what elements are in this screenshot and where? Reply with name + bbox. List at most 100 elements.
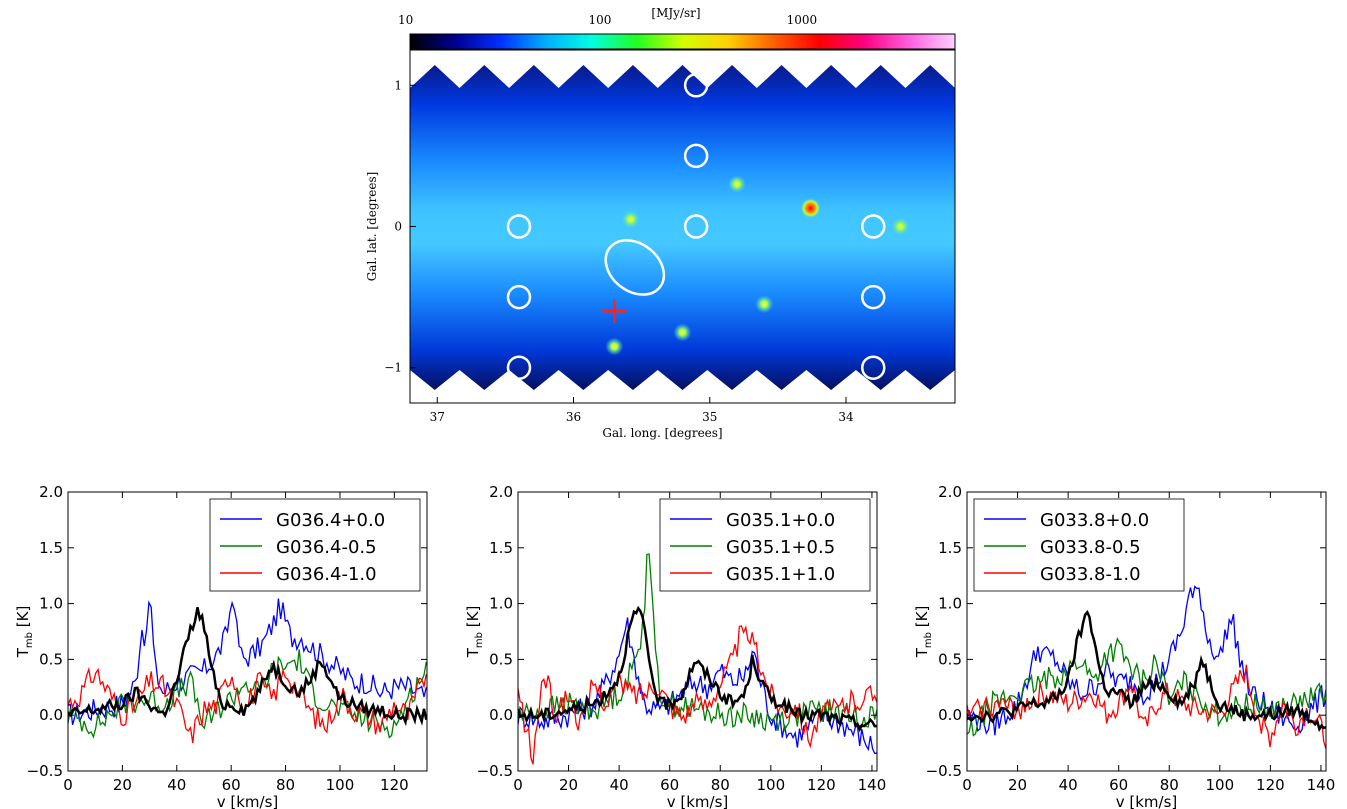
series-line bbox=[967, 610, 1326, 733]
y-axis-label-text: Tmb [K] bbox=[913, 606, 934, 659]
y-tick-label: −0.5 bbox=[477, 762, 513, 780]
bright-source bbox=[728, 175, 746, 194]
plot-frame bbox=[517, 491, 878, 772]
legend-label: G035.1+0.5 bbox=[726, 537, 835, 558]
x-tick-label: 80 bbox=[711, 776, 730, 794]
colorbar-unit: [MJy/sr] bbox=[651, 6, 700, 20]
map-x-tick-label: 35 bbox=[702, 410, 717, 424]
galactic-map: 37 36 35 34 1 0 −1 Gal. long. [degrees] Gal. lat… bbox=[365, 49, 956, 440]
map-x-tick-label: 36 bbox=[566, 410, 581, 424]
x-tick-label: 120 bbox=[1256, 776, 1285, 794]
colorbar-strip bbox=[409, 33, 956, 50]
position-circle bbox=[861, 355, 886, 380]
legend-box bbox=[659, 498, 871, 592]
y-axis-symbol: T bbox=[464, 647, 482, 658]
map-axes: 37 36 35 34 1 0 −1 Gal. long. [degrees] Gal. lat… bbox=[365, 78, 854, 440]
x-tick-label: 140 bbox=[858, 776, 887, 794]
y-axis-unit: [K] bbox=[14, 606, 32, 632]
colorbar-tick-label: 100 bbox=[588, 13, 611, 27]
source-cross bbox=[602, 299, 627, 324]
y-axis-label-text: Tmb [K] bbox=[14, 606, 35, 659]
y-axis-symbol: T bbox=[913, 647, 931, 658]
map-y-tick-label: −1 bbox=[384, 361, 402, 375]
y-tick-label: 1.5 bbox=[39, 539, 63, 557]
x-tick-label: 120 bbox=[807, 776, 836, 794]
y-axis-label: Tmb [K] bbox=[464, 606, 485, 659]
bright-source bbox=[605, 337, 624, 356]
y-axis-unit: [K] bbox=[913, 606, 931, 632]
y-tick-label: 0.0 bbox=[489, 706, 513, 724]
spectrum-lines bbox=[68, 598, 427, 744]
y-axis-subscript: mb bbox=[923, 632, 934, 648]
x-tick-label: 0 bbox=[513, 776, 523, 794]
position-circle bbox=[506, 284, 532, 310]
y-tick-label: 1.5 bbox=[938, 539, 962, 557]
bright-source bbox=[800, 198, 821, 219]
x-tick-label: 20 bbox=[1008, 776, 1027, 794]
y-tick-label: 1.0 bbox=[489, 595, 513, 613]
x-axis-label: v [km/s] bbox=[1116, 793, 1178, 809]
series-line bbox=[967, 585, 1326, 736]
legend: G036.4+0.0 G036.4-0.5 G036.4-1.0 bbox=[209, 498, 421, 592]
y-tick-label: 1.0 bbox=[938, 595, 962, 613]
x-tick-label: 80 bbox=[1160, 776, 1179, 794]
map-y-axis-label: Gal. lat. [degrees] bbox=[365, 172, 379, 282]
series-line bbox=[518, 625, 877, 765]
legend-label: G036.4-0.5 bbox=[276, 537, 377, 558]
spectrum-panel: 0 20 40 60 80 100 120 −0.5 0.0 0.5 1.0 1.5 2.0 v [km/… bbox=[14, 483, 428, 809]
map-y-tick-label: 0 bbox=[394, 220, 402, 234]
x-tick-label: 40 bbox=[167, 776, 186, 794]
plot-frame bbox=[966, 491, 1327, 772]
x-tick-label: 80 bbox=[276, 776, 295, 794]
x-tick-label: 20 bbox=[113, 776, 132, 794]
plot-frame bbox=[67, 491, 428, 772]
y-tick-label: 0.0 bbox=[938, 706, 962, 724]
y-tick-label: −0.5 bbox=[27, 762, 63, 780]
x-tick-label: 100 bbox=[326, 776, 355, 794]
x-tick-label: 40 bbox=[1059, 776, 1078, 794]
x-tick-label: 40 bbox=[610, 776, 629, 794]
y-axis-subscript: mb bbox=[24, 632, 35, 648]
legend-label: G036.4+0.0 bbox=[276, 510, 385, 531]
map-x-tick-label: 34 bbox=[838, 410, 854, 424]
spectra-panels: 0 20 40 60 80 100 120 −0.5 0.0 0.5 1.0 1.5 2.0 v [km/… bbox=[14, 483, 1335, 809]
y-tick-label: 2.0 bbox=[39, 483, 63, 501]
position-circle bbox=[506, 214, 532, 239]
y-axis-label-text: Tmb [K] bbox=[464, 606, 485, 659]
spectrum-lines bbox=[518, 553, 877, 765]
legend-label: G035.1+1.0 bbox=[726, 564, 835, 585]
map-y-tick-label: 1 bbox=[394, 78, 402, 92]
y-tick-label: −0.5 bbox=[926, 762, 962, 780]
legend-box bbox=[973, 498, 1185, 592]
series-line bbox=[518, 605, 877, 733]
colorbar-tick-label: 1000 bbox=[787, 13, 818, 27]
x-tick-label: 20 bbox=[559, 776, 578, 794]
legend-label: G035.1+0.0 bbox=[726, 510, 835, 531]
legend-label: G033.8-1.0 bbox=[1040, 564, 1141, 585]
position-circle bbox=[683, 214, 709, 239]
colorbar: 10 100 1000 [MJy/sr] bbox=[398, 6, 956, 50]
x-tick-label: 0 bbox=[63, 776, 73, 794]
position-circle bbox=[861, 214, 886, 239]
series-line bbox=[518, 553, 877, 733]
spectrum-panel: 0 20 40 60 80 100 120 140 −0.5 0.0 0.5 1.0 1.5 2.0 v [… bbox=[464, 483, 886, 809]
region-ellipse bbox=[604, 239, 666, 296]
position-circle bbox=[506, 355, 532, 380]
x-tick-label: 140 bbox=[1307, 776, 1336, 794]
y-tick-label: 0.5 bbox=[489, 650, 513, 668]
colorbar-tick-label: 10 bbox=[398, 13, 413, 27]
legend: G033.8+0.0 G033.8-0.5 G033.8-1.0 bbox=[973, 498, 1185, 592]
map-image bbox=[410, 65, 955, 390]
x-tick-label: 60 bbox=[222, 776, 241, 794]
y-axis-subscript: mb bbox=[474, 632, 485, 648]
legend-label: G036.4-1.0 bbox=[276, 564, 377, 585]
legend-box bbox=[209, 498, 421, 592]
bright-source bbox=[673, 323, 692, 342]
spectrum-lines bbox=[967, 585, 1326, 749]
x-tick-label: 100 bbox=[1205, 776, 1234, 794]
x-tick-label: 60 bbox=[660, 776, 679, 794]
y-tick-label: 2.0 bbox=[489, 483, 513, 501]
y-tick-label: 1.5 bbox=[489, 539, 513, 557]
series-line bbox=[967, 664, 1326, 749]
